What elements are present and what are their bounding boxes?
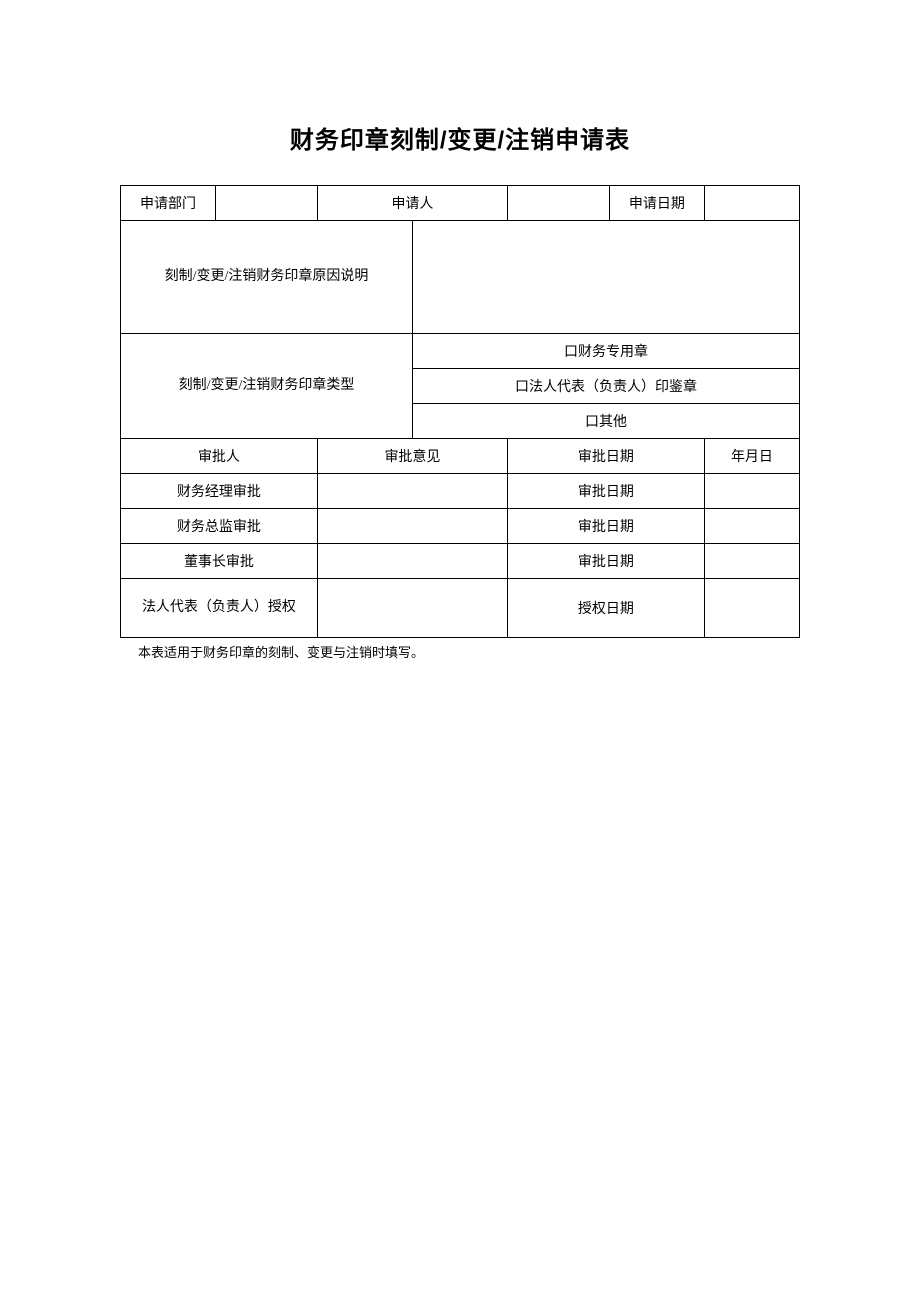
applicant-label: 申请人 [317,186,507,221]
approval-header-row: 审批人 审批意见 审批日期 年月日 [121,439,800,474]
seal-type-row-1: 刻制/变更/注销财务印章类型 口财务专用章 [121,334,800,369]
seal-type-option-2: 口法人代表（负责人）印鉴章 [412,369,799,404]
footnote-text: 本表适用于财务印章的刻制、变更与注销时填写。 [138,642,800,661]
reason-row: 刻制/变更/注销财务印章原因说明 [121,221,800,334]
legal-rep-date-label: 授权日期 [507,579,704,638]
apply-date-label: 申请日期 [609,186,704,221]
legal-rep-label: 法人代表（负责人）授权 [121,579,318,638]
finance-director-row: 财务总监审批 审批日期 [121,509,800,544]
legal-rep-date-value [704,579,799,638]
approver-header: 审批人 [121,439,318,474]
application-form-table: 申请部门 申请人 申请日期 刻制/变更/注销财务印章原因说明 刻制/变更/注销财… [120,185,800,638]
approval-date-format: 年月日 [704,439,799,474]
applicant-row: 申请部门 申请人 申请日期 [121,186,800,221]
finance-director-date-value [704,509,799,544]
finance-manager-row: 财务经理审批 审批日期 [121,474,800,509]
dept-value [216,186,318,221]
chairman-date-value [704,544,799,579]
finance-director-date-label: 审批日期 [507,509,704,544]
seal-type-label: 刻制/变更/注销财务印章类型 [121,334,413,439]
opinion-header: 审批意见 [317,439,507,474]
reason-value [412,221,799,334]
apply-date-value [704,186,799,221]
finance-director-label: 财务总监审批 [121,509,318,544]
dept-label: 申请部门 [121,186,216,221]
chairman-opinion [317,544,507,579]
finance-manager-opinion [317,474,507,509]
reason-label: 刻制/变更/注销财务印章原因说明 [121,221,413,334]
finance-manager-date-label: 审批日期 [507,474,704,509]
finance-director-opinion [317,509,507,544]
chairman-label: 董事长审批 [121,544,318,579]
seal-type-option-3: 口其他 [412,404,799,439]
chairman-date-label: 审批日期 [507,544,704,579]
finance-manager-label: 财务经理审批 [121,474,318,509]
legal-rep-opinion [317,579,507,638]
finance-manager-date-value [704,474,799,509]
seal-type-option-1: 口财务专用章 [412,334,799,369]
legal-rep-row: 法人代表（负责人）授权 授权日期 [121,579,800,638]
approval-date-header: 审批日期 [507,439,704,474]
chairman-row: 董事长审批 审批日期 [121,544,800,579]
document-page: 财务印章刻制/变更/注销申请表 申请部门 申请人 申请日期 刻制/变更/注销财务… [0,0,920,661]
applicant-value [507,186,609,221]
page-title: 财务印章刻制/变更/注销申请表 [120,120,800,155]
